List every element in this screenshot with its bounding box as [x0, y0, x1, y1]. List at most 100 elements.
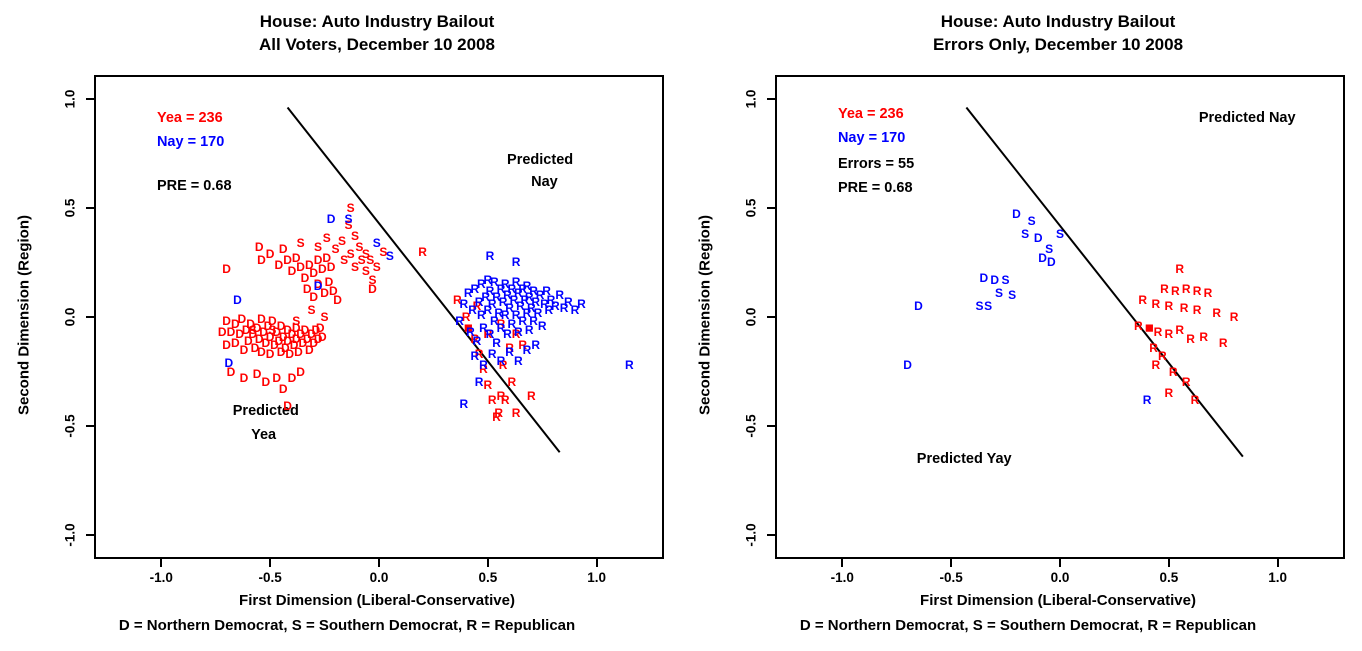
party-code-caption: D = Northern Democrat, S = Southern Demo… [118, 617, 576, 634]
data-point: R [1186, 331, 1195, 346]
data-point: D [296, 364, 305, 379]
data-point: D [368, 281, 377, 296]
data-point: S [366, 253, 375, 268]
data-point: D [287, 327, 297, 342]
data-point: D [311, 323, 321, 338]
data-point: R [1151, 358, 1161, 372]
data-point: R [522, 342, 532, 357]
data-point: D [302, 331, 312, 346]
data-point: R [513, 286, 523, 300]
data-point: R [487, 296, 497, 311]
data-point: R [527, 388, 536, 403]
y-axis-tick [767, 425, 775, 428]
data-point: R [505, 340, 514, 355]
data-point: R [474, 294, 484, 309]
x-axis-tick-label: 1.0 [587, 570, 607, 585]
data-point: S [379, 244, 388, 259]
data-point: S [292, 314, 301, 329]
data-point: S [995, 286, 1004, 300]
data-point: S [346, 200, 355, 215]
data-point: D [248, 327, 258, 342]
data-point: D [257, 312, 266, 327]
data-point: R [559, 301, 569, 316]
x-axis-tick [950, 559, 953, 567]
data-point: D [235, 327, 245, 342]
data-point: D [326, 259, 336, 274]
data-point: D [270, 338, 279, 353]
x-axis-tick [378, 559, 380, 567]
data-point: R [494, 305, 504, 320]
data-point: R [625, 358, 634, 372]
x-axis-tick [841, 559, 844, 567]
data-point: D [307, 327, 316, 342]
data-point: R [546, 292, 556, 307]
data-point: R [487, 392, 497, 407]
data-point: R [459, 397, 469, 412]
data-point: D [1012, 207, 1021, 222]
data-point: S [372, 259, 381, 274]
data-point: R [479, 358, 488, 372]
chart-title: House: Auto Industry Bailout [940, 12, 1176, 31]
y-axis-tick [767, 97, 775, 100]
y-axis-tick-label: -1.0 [62, 523, 78, 547]
x-axis-tick [1059, 559, 1061, 567]
data-point: R [466, 325, 475, 340]
data-point: R [1203, 286, 1213, 300]
data-point: R [472, 299, 482, 314]
x-axis-label: First Dimension (Liberal-Conservative) [239, 592, 515, 609]
y-axis-tick [86, 425, 94, 428]
data-point: D [291, 331, 301, 346]
data-point: D [914, 299, 923, 314]
data-point: D [318, 329, 327, 344]
x-axis-label: First Dimension (Liberal-Conservative) [920, 592, 1196, 609]
y-axis-tick-label: 0.0 [62, 307, 78, 327]
y-axis-tick-label: -1.0 [743, 523, 759, 547]
data-point: R [511, 275, 521, 290]
data-point: D [233, 292, 242, 307]
cutting-line [777, 77, 1343, 557]
data-point: R [524, 290, 534, 305]
data-point: R [542, 283, 551, 298]
data-point: R [1164, 299, 1174, 314]
data-point: R [507, 375, 517, 390]
data-point: D [222, 338, 231, 353]
data-point: D [224, 355, 234, 370]
data-point: D [239, 371, 249, 386]
data-point: R [494, 406, 504, 420]
data-point: R [1192, 303, 1202, 318]
prediction-region-label: Nay [531, 173, 558, 190]
data-point: D [278, 382, 288, 396]
data-point: D [315, 320, 325, 335]
data-point: R [1134, 318, 1143, 333]
data-point: R [496, 320, 506, 335]
data-point: D [257, 344, 266, 359]
data-point: D [283, 323, 292, 338]
data-point: R [472, 334, 482, 348]
data-point: S [1021, 227, 1030, 242]
prediction-region-label: Predicted [232, 402, 299, 419]
data-point: D [289, 338, 299, 353]
plot-area: -1.0 -0.5 0.0 0.5 1.0 -1.0 -0.5 0.0 0.5 1.0 Yea = … [63, 75, 664, 585]
data-point: D [222, 314, 231, 329]
data-point: D [239, 342, 249, 357]
data-point: R [461, 310, 471, 324]
data-point: S [355, 240, 364, 255]
data-point: R [483, 303, 493, 318]
data-point: D [287, 264, 297, 279]
y-axis-tick [86, 97, 94, 100]
data-point: D [322, 251, 332, 266]
data-point: D [298, 336, 308, 351]
data-point: D [254, 240, 264, 255]
data-point: R [483, 272, 493, 287]
data-point: R [498, 358, 508, 372]
data-point: D [254, 331, 264, 346]
y-axis-tick-label: -0.5 [62, 414, 78, 438]
y-axis-tick-label: 1.0 [743, 89, 759, 109]
data-point: R [483, 327, 493, 342]
data-point: R [492, 410, 501, 425]
x-axis-tick [486, 559, 489, 567]
data-point: D [291, 320, 301, 335]
vote-count-label: Yea = 236 [837, 106, 904, 123]
data-point: D [326, 211, 336, 226]
data-point: R [535, 288, 545, 303]
